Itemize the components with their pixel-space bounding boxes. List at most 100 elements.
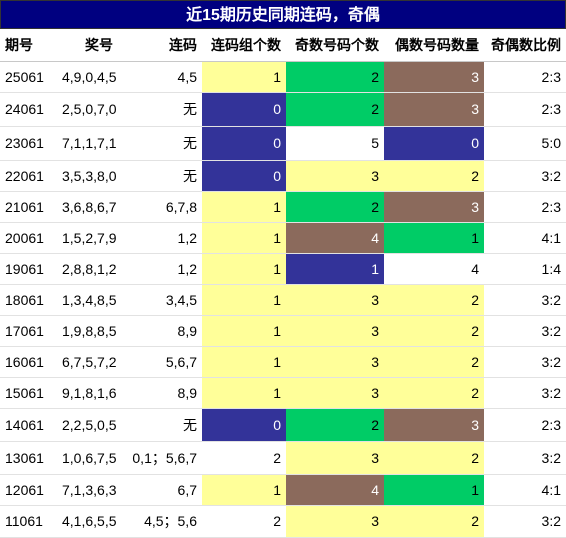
cell-ratio: 1:4	[484, 253, 566, 285]
cell-ratio: 3:2	[484, 315, 566, 347]
header-row: 期号 奖号 连码 连码组个数 奇数号码个数 偶数号码数量 奇偶数比例	[0, 29, 566, 62]
cell-odd: 2	[286, 61, 384, 93]
header-lian: 连码	[121, 29, 202, 62]
cell-even: 2	[384, 377, 484, 409]
cell-lian: 无	[121, 92, 202, 127]
table-row: 16061 6,7,5,7,2 5,6,7 1 3 2 3:2	[0, 346, 566, 378]
cell-groups: 2	[202, 505, 286, 538]
cell-groups: 1	[202, 346, 286, 378]
cell-groups: 0	[202, 160, 286, 192]
cell-numbers: 4,1,6,5,5	[57, 505, 121, 538]
cell-period: 16061	[0, 346, 57, 378]
cell-numbers: 1,0,6,7,5	[57, 441, 121, 475]
cell-lian: 0,1；5,6,7	[121, 441, 202, 475]
cell-ratio: 4:1	[484, 474, 566, 506]
cell-odd: 3	[286, 315, 384, 347]
table-row: 18061 1,3,4,8,5 3,4,5 1 3 2 3:2	[0, 284, 566, 316]
cell-lian: 无	[121, 160, 202, 192]
cell-numbers: 2,5,0,7,0	[57, 92, 121, 127]
cell-groups: 1	[202, 253, 286, 285]
cell-even: 2	[384, 315, 484, 347]
cell-lian: 无	[121, 408, 202, 442]
header-period: 期号	[0, 29, 57, 62]
cell-even: 3	[384, 92, 484, 127]
cell-ratio: 3:2	[484, 284, 566, 316]
cell-ratio: 2:3	[484, 191, 566, 223]
cell-lian: 无	[121, 126, 202, 161]
table-row: 12061 7,1,3,6,3 6,7 1 4 1 4:1	[0, 474, 566, 506]
cell-groups: 1	[202, 377, 286, 409]
cell-numbers: 2,8,8,1,2	[57, 253, 121, 285]
table-row: 22061 3,5,3,8,0 无 0 3 2 3:2	[0, 160, 566, 192]
table-row: 20061 1,5,2,7,9 1,2 1 4 1 4:1	[0, 222, 566, 254]
cell-odd: 3	[286, 346, 384, 378]
table-row: 25061 4,9,0,4,5 4,5 1 2 3 2:3	[0, 61, 566, 93]
cell-period: 13061	[0, 441, 57, 475]
cell-numbers: 3,6,8,6,7	[57, 191, 121, 223]
cell-groups: 1	[202, 284, 286, 316]
cell-groups: 1	[202, 315, 286, 347]
header-odd: 奇数号码个数	[286, 29, 384, 62]
header-ratio: 奇偶数比例	[484, 29, 566, 62]
table-row: 21061 3,6,8,6,7 6,7,8 1 2 3 2:3	[0, 191, 566, 223]
cell-period: 23061	[0, 126, 57, 161]
cell-even: 1	[384, 222, 484, 254]
cell-period: 17061	[0, 315, 57, 347]
cell-groups: 1	[202, 222, 286, 254]
cell-period: 14061	[0, 408, 57, 442]
cell-odd: 3	[286, 441, 384, 475]
cell-period: 11061	[0, 505, 57, 538]
table-row: 17061 1,9,8,8,5 8,9 1 3 2 3:2	[0, 315, 566, 347]
cell-groups: 1	[202, 61, 286, 93]
cell-numbers: 7,1,1,7,1	[57, 126, 121, 161]
table-title: 近15期历史同期连码，奇偶	[0, 0, 566, 29]
cell-even: 4	[384, 253, 484, 285]
cell-lian: 4,5；5,6	[121, 505, 202, 538]
cell-even: 2	[384, 441, 484, 475]
cell-ratio: 3:2	[484, 505, 566, 538]
cell-numbers: 1,9,8,8,5	[57, 315, 121, 347]
cell-lian: 8,9	[121, 377, 202, 409]
table-row: 23061 7,1,1,7,1 无 0 5 0 5:0	[0, 126, 566, 161]
cell-groups: 1	[202, 474, 286, 506]
cell-odd: 2	[286, 92, 384, 127]
cell-period: 15061	[0, 377, 57, 409]
table-row: 13061 1,0,6,7,5 0,1；5,6,7 2 3 2 3:2	[0, 441, 566, 475]
cell-even: 2	[384, 346, 484, 378]
cell-lian: 5,6,7	[121, 346, 202, 378]
table-row: 15061 9,1,8,1,6 8,9 1 3 2 3:2	[0, 377, 566, 409]
cell-period: 21061	[0, 191, 57, 223]
cell-period: 25061	[0, 61, 57, 93]
cell-even: 3	[384, 408, 484, 442]
cell-ratio: 2:3	[484, 92, 566, 127]
cell-odd: 4	[286, 474, 384, 506]
cell-ratio: 4:1	[484, 222, 566, 254]
cell-lian: 1,2	[121, 253, 202, 285]
cell-period: 12061	[0, 474, 57, 506]
cell-period: 18061	[0, 284, 57, 316]
cell-period: 22061	[0, 160, 57, 192]
cell-even: 3	[384, 191, 484, 223]
cell-numbers: 3,5,3,8,0	[57, 160, 121, 192]
cell-numbers: 7,1,3,6,3	[57, 474, 121, 506]
cell-numbers: 1,5,2,7,9	[57, 222, 121, 254]
cell-odd: 4	[286, 222, 384, 254]
cell-ratio: 3:2	[484, 377, 566, 409]
cell-ratio: 5:0	[484, 126, 566, 161]
cell-lian: 6,7,8	[121, 191, 202, 223]
cell-even: 1	[384, 474, 484, 506]
cell-even: 3	[384, 61, 484, 93]
cell-groups: 0	[202, 126, 286, 161]
cell-even: 2	[384, 505, 484, 538]
cell-odd: 2	[286, 408, 384, 442]
cell-even: 2	[384, 160, 484, 192]
cell-numbers: 2,2,5,0,5	[57, 408, 121, 442]
cell-groups: 0	[202, 408, 286, 442]
cell-numbers: 1,3,4,8,5	[57, 284, 121, 316]
cell-odd: 2	[286, 191, 384, 223]
cell-groups: 2	[202, 441, 286, 475]
cell-ratio: 3:2	[484, 441, 566, 475]
cell-period: 20061	[0, 222, 57, 254]
cell-even: 0	[384, 126, 484, 161]
